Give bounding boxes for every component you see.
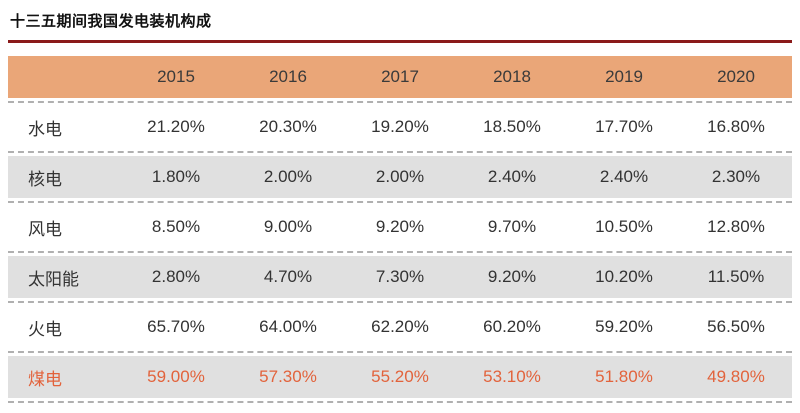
value-cell: 9.20% <box>487 267 537 286</box>
value-cell: 19.20% <box>371 117 429 136</box>
page: 十三五期间我国发电装机构成 2015 2016 2017 2018 2019 2020 水电… <box>8 13 792 403</box>
row-label: 风电 <box>28 219 62 239</box>
value-cell: 7.30% <box>375 267 425 286</box>
table-row: 核电 1.80% 2.00% 2.00% 2.40% 2.40% 2.30% <box>8 156 792 198</box>
value-cell: 12.80% <box>707 217 765 236</box>
year-header: 2016 <box>269 67 307 86</box>
value-cell: 62.20% <box>371 317 429 336</box>
table-header-row: 2015 2016 2017 2018 2019 2020 <box>8 56 792 98</box>
year-header: 2015 <box>157 67 195 86</box>
value-cell: 8.50% <box>151 217 201 236</box>
value-cell: 60.20% <box>483 317 541 336</box>
capacity-table: 2015 2016 2017 2018 2019 2020 水电 21.20% 20.30% 19… <box>8 56 792 403</box>
row-label: 水电 <box>28 119 62 139</box>
value-cell: 51.80% <box>595 367 653 386</box>
year-header: 2019 <box>605 67 643 86</box>
table-row: 风电 8.50% 9.00% 9.20% 9.70% 10.50% 12.80% <box>8 206 792 248</box>
table-row: 火电 65.70% 64.00% 62.20% 60.20% 59.20% 56.50% <box>8 306 792 348</box>
row-separator <box>8 101 792 103</box>
year-header: 2017 <box>381 67 419 86</box>
value-cell: 2.40% <box>599 167 649 186</box>
row-label: 火电 <box>28 319 62 339</box>
value-cell: 9.70% <box>487 217 537 236</box>
value-cell: 2.30% <box>711 167 761 186</box>
value-cell: 9.00% <box>263 217 313 236</box>
row-separator <box>8 151 792 153</box>
year-header: 2018 <box>493 67 531 86</box>
value-cell: 64.00% <box>259 317 317 336</box>
value-cell: 2.00% <box>375 167 425 186</box>
value-cell: 4.70% <box>263 267 313 286</box>
row-separator <box>8 351 792 353</box>
row-label: 核电 <box>28 169 62 189</box>
value-cell: 17.70% <box>595 117 653 136</box>
value-cell: 57.30% <box>259 367 317 386</box>
row-separator <box>8 301 792 303</box>
value-cell: 65.70% <box>147 317 205 336</box>
value-cell: 11.50% <box>707 267 765 286</box>
value-cell: 53.10% <box>483 367 541 386</box>
value-cell: 59.00% <box>147 367 205 386</box>
value-cell: 2.80% <box>151 267 201 286</box>
value-cell: 10.50% <box>595 217 653 236</box>
row-label: 煤电 <box>28 369 62 389</box>
value-cell: 56.50% <box>707 317 765 336</box>
value-cell: 20.30% <box>259 117 317 136</box>
value-cell: 55.20% <box>371 367 429 386</box>
value-cell: 9.20% <box>375 217 425 236</box>
table-row: 太阳能 2.80% 4.70% 7.30% 9.20% 10.20% 11.50% <box>8 256 792 298</box>
value-cell: 18.50% <box>483 117 541 136</box>
value-cell: 59.20% <box>595 317 653 336</box>
value-cell: 2.00% <box>263 167 313 186</box>
value-cell: 1.80% <box>151 167 201 186</box>
value-cell: 10.20% <box>595 267 653 286</box>
row-separator <box>8 401 792 403</box>
row-separator <box>8 251 792 253</box>
row-label: 太阳能 <box>28 269 79 289</box>
value-cell: 21.20% <box>147 117 205 136</box>
table-row: 煤电 59.00% 57.30% 55.20% 53.10% 51.80% 49.80% <box>8 356 792 398</box>
value-cell: 16.80% <box>707 117 765 136</box>
table-row: 水电 21.20% 20.30% 19.20% 18.50% 17.70% 16.80% <box>8 106 792 148</box>
year-header: 2020 <box>717 67 755 86</box>
row-separator <box>8 201 792 203</box>
page-title: 十三五期间我国发电装机构成 <box>10 13 212 30</box>
value-cell: 49.80% <box>707 367 765 386</box>
title-underline <box>8 40 792 43</box>
value-cell: 2.40% <box>487 167 537 186</box>
